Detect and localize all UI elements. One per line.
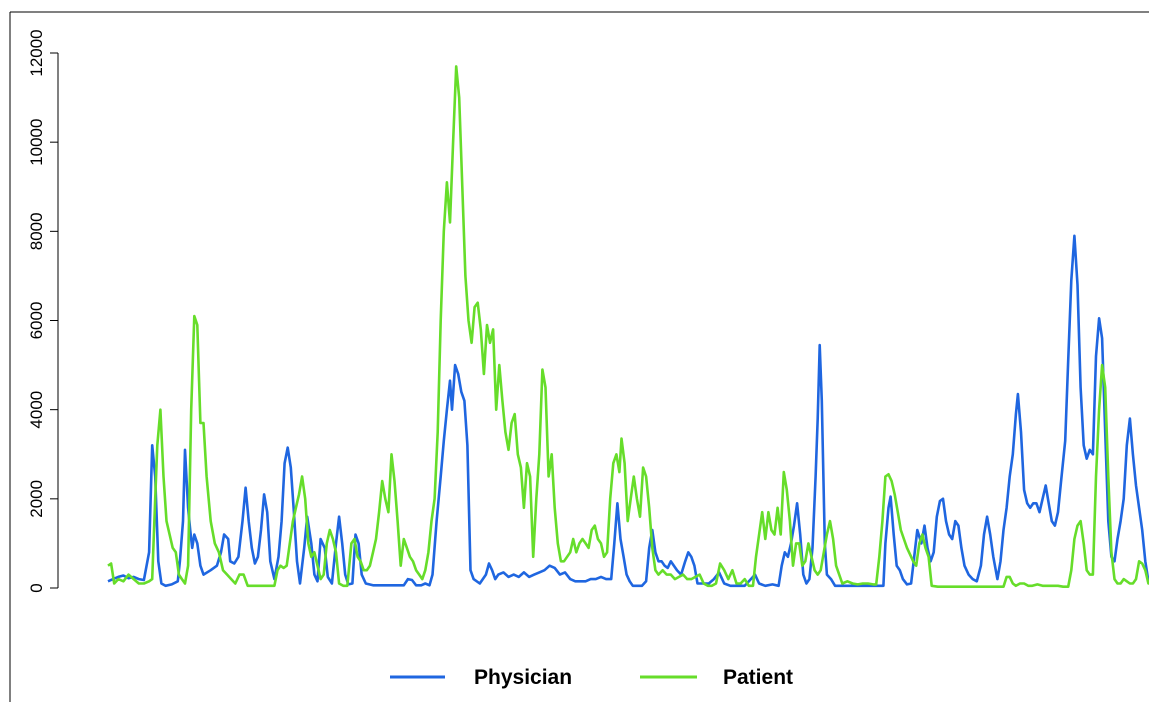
y-tick-label: 6000 [27,302,46,340]
y-tick-label: 0 [27,583,46,592]
y-axis: 0 2000 4000 6000 8000 10000 12000 [27,29,59,593]
y-tick-label: 8000 [27,212,46,250]
y-tick-label: 10000 [27,119,46,166]
y-tick-label: 12000 [27,29,46,76]
legend: Physician Patient [390,666,793,689]
legend-label-patient: Patient [723,666,793,689]
legend-label-physician: Physician [474,666,572,689]
series-layer [107,65,1149,588]
y-tick-label: 4000 [27,391,46,429]
series-line-physician [107,234,1149,588]
y-tick-label: 2000 [27,480,46,518]
series-line-patient [107,65,1149,588]
